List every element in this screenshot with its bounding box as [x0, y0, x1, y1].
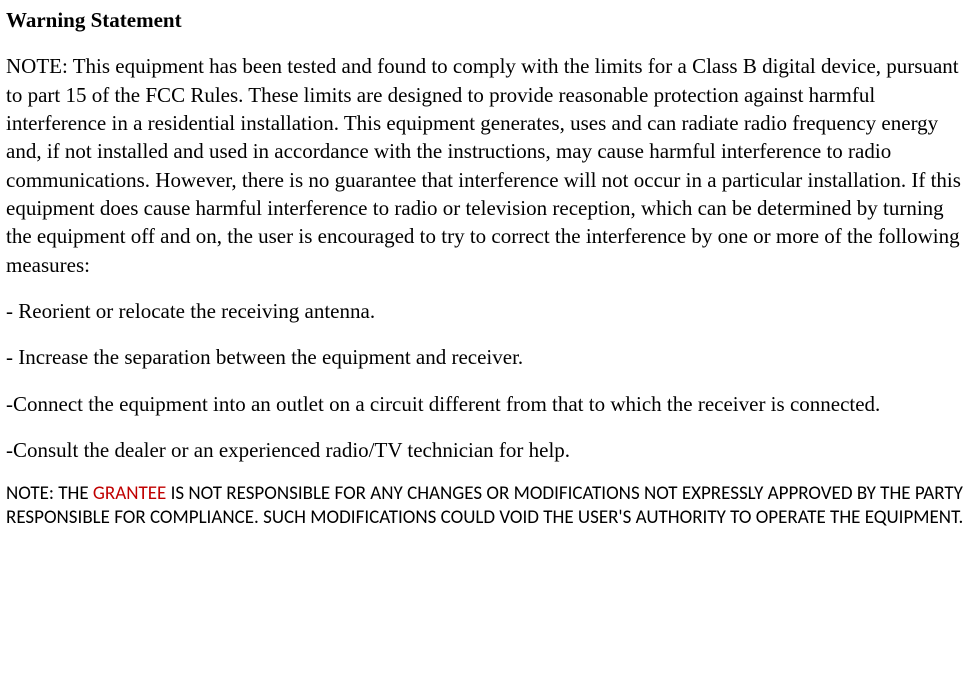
intro-paragraph: NOTE: This equipment has been tested and…: [6, 52, 965, 279]
measure-4: -Consult the dealer or an experienced ra…: [6, 436, 965, 464]
note-paragraph: NOTE: THE GRANTEE IS NOT RESPONSIBLE FOR…: [6, 482, 965, 530]
note-grantee: GRANTEE: [93, 482, 166, 505]
note-prefix: NOTE: THE: [6, 482, 93, 505]
warning-heading: Warning Statement: [6, 6, 965, 34]
measure-3: -Connect the equipment into an outlet on…: [6, 390, 965, 418]
document-page: Warning Statement NOTE: This equipment h…: [0, 0, 971, 536]
measure-2: - Increase the separation between the eq…: [6, 343, 965, 371]
measure-1: - Reorient or relocate the receiving ant…: [6, 297, 965, 325]
